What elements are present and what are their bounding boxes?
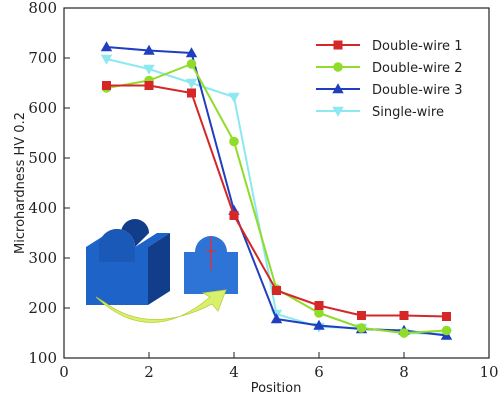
y-tick-label: 300 xyxy=(28,249,57,267)
data-point xyxy=(356,323,367,333)
data-point xyxy=(357,311,366,320)
data-point xyxy=(185,47,198,58)
data-point xyxy=(229,136,239,147)
series-layer xyxy=(100,41,453,340)
x-tick-label: 10 xyxy=(479,363,498,381)
y-axis-ticks: 100 200 300 400 500 600 700 800 xyxy=(28,0,70,367)
x-tick-label: 8 xyxy=(399,363,409,381)
y-tick-label: 700 xyxy=(28,49,57,67)
x-axis-ticks: 0 2 4 6 8 10 xyxy=(59,352,499,381)
x-tick-label: 2 xyxy=(144,363,154,381)
legend-marker xyxy=(332,106,344,117)
curved-arrow-icon xyxy=(95,289,227,323)
data-point xyxy=(314,308,324,318)
data-point xyxy=(102,81,111,90)
x-tick-label: 0 xyxy=(59,363,69,381)
block-3d-illustration xyxy=(86,219,170,305)
legend-marker xyxy=(333,40,343,50)
data-point xyxy=(187,88,196,98)
legend: Double-wire 1 Double-wire 2 Double-wire 3 S… xyxy=(316,39,462,120)
data-point xyxy=(442,312,451,321)
legend-item: Single-wire xyxy=(316,105,444,120)
legend-item: Double-wire 2 xyxy=(316,61,462,76)
y-axis-title: Microhardness HV 0.2 xyxy=(13,112,28,254)
data-point xyxy=(313,319,325,330)
data-point xyxy=(272,286,281,295)
legend-marker xyxy=(333,62,343,72)
weld-sample-inset xyxy=(86,219,238,323)
legend-label: Double-wire 2 xyxy=(372,61,462,76)
y-tick-label: 200 xyxy=(28,299,57,317)
data-point xyxy=(229,211,239,220)
data-point xyxy=(399,328,409,338)
data-point xyxy=(314,301,324,310)
data-point xyxy=(399,311,409,320)
series-1 xyxy=(102,81,451,321)
axes xyxy=(63,7,490,359)
legend-label: Double-wire 1 xyxy=(372,39,462,54)
legend-marker xyxy=(332,83,344,94)
x-axis-title: Position xyxy=(251,381,302,396)
y-tick-label: 600 xyxy=(28,99,57,117)
plot-frame xyxy=(63,7,490,359)
y-tick-label: 800 xyxy=(28,0,57,17)
legend-label: Single-wire xyxy=(372,105,444,120)
data-point xyxy=(186,59,197,69)
x-tick-label: 6 xyxy=(314,363,324,381)
data-point xyxy=(441,325,452,336)
x-tick-label: 4 xyxy=(229,363,239,381)
data-point xyxy=(228,92,240,103)
y-tick-label: 400 xyxy=(28,199,57,217)
data-point xyxy=(143,64,155,75)
y-tick-label: 500 xyxy=(28,149,57,167)
data-point xyxy=(144,81,154,90)
legend-item: Double-wire 3 xyxy=(316,83,462,98)
legend-item: Double-wire 1 xyxy=(316,39,462,54)
data-point xyxy=(143,44,155,55)
data-point xyxy=(100,54,113,65)
cross-section-illustration xyxy=(184,236,238,294)
data-point xyxy=(270,313,283,324)
data-point xyxy=(100,41,113,52)
y-tick-label: 100 xyxy=(28,349,57,367)
legend-label: Double-wire 3 xyxy=(372,83,462,98)
data-point xyxy=(185,78,198,89)
